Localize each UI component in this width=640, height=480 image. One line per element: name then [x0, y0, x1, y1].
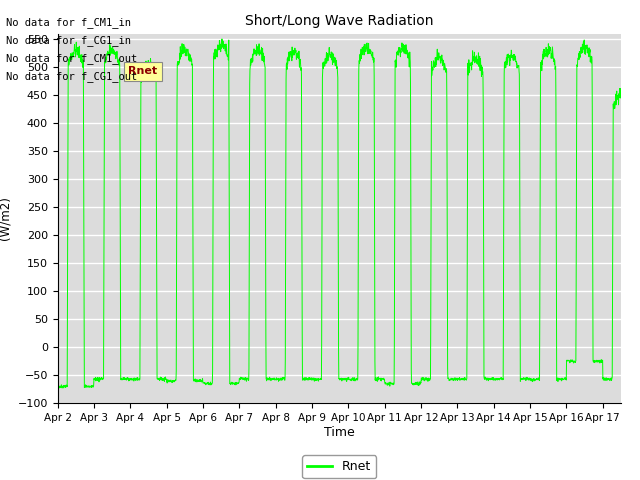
- Text: No data for f_CG1_in: No data for f_CG1_in: [6, 35, 131, 46]
- Text: No data for f_CM1_out: No data for f_CM1_out: [6, 53, 138, 64]
- Legend: Rnet: Rnet: [302, 455, 376, 478]
- X-axis label: Time: Time: [324, 426, 355, 439]
- Text: No data for f_CG1_out: No data for f_CG1_out: [6, 72, 138, 83]
- Title: Short/Long Wave Radiation: Short/Long Wave Radiation: [245, 14, 433, 28]
- Text: Rnet: Rnet: [128, 66, 157, 76]
- Text: No data for f_CM1_in: No data for f_CM1_in: [6, 17, 131, 28]
- Y-axis label: (W/m2): (W/m2): [0, 196, 12, 240]
